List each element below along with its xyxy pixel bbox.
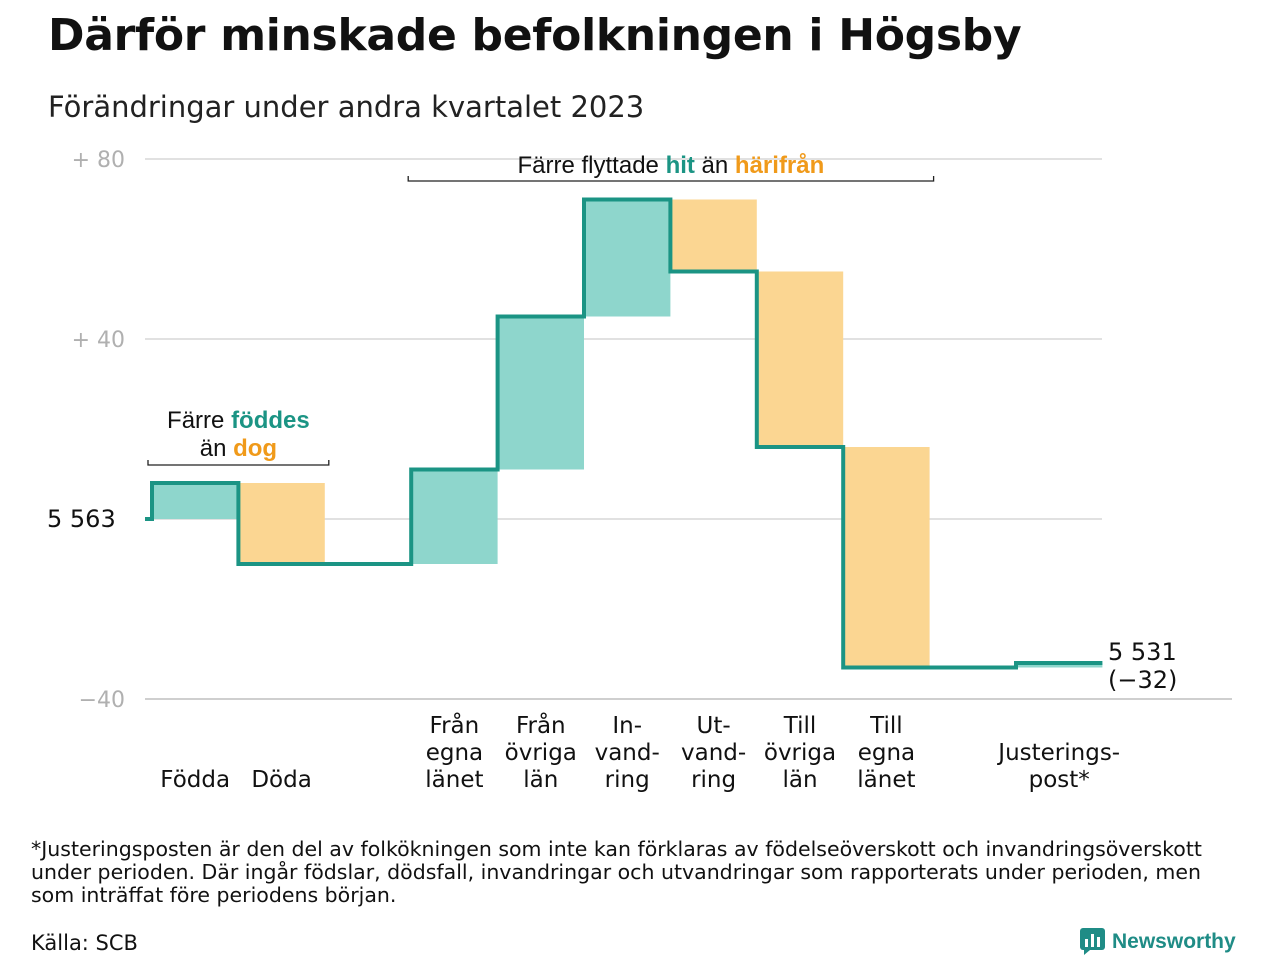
category-label: egna	[858, 740, 915, 766]
category-label: Justerings-	[996, 740, 1120, 766]
category-label: egna	[426, 740, 483, 766]
y-tick-label: + 80	[72, 148, 125, 173]
bar-decrease	[843, 447, 930, 668]
category-label: ring	[691, 767, 736, 793]
bar-decrease	[670, 199, 757, 272]
category-label: Till	[783, 713, 817, 739]
category-label: övriga	[505, 740, 577, 766]
end-change-label: (−32)	[1108, 666, 1177, 694]
bar-chart-icon	[1080, 928, 1105, 955]
annotation-segment: Färre	[167, 407, 231, 434]
category-label: Från	[430, 711, 480, 739]
start-value-label: 5 563	[47, 505, 116, 533]
bar-decrease	[756, 271, 844, 447]
bar-increase	[584, 199, 671, 317]
source-note: Källa: SCB	[31, 931, 138, 955]
page-title: Därför minskade befolkningen i Högsby	[48, 10, 1022, 61]
footnote: *Justeringsposten är den del av folkökni…	[31, 837, 1202, 907]
annotation-segment: än	[200, 435, 233, 462]
annotation-segment: än	[695, 152, 735, 179]
cumulative-step-line	[145, 197, 1103, 670]
annotation-segment: dog	[233, 435, 277, 462]
page-subtitle: Förändringar under andra kvartalet 2023	[48, 90, 645, 124]
bar-increase	[152, 483, 239, 519]
category-label: vand-	[681, 740, 746, 766]
category-label: ring	[605, 767, 650, 793]
end-value-label: 5 531	[1108, 638, 1177, 666]
category-label: post*	[1029, 767, 1090, 793]
annotation-bracket	[147, 460, 330, 466]
annotation-segment: föddes	[231, 407, 310, 434]
annotation-text: Färre flyttade hit än härifrån	[518, 152, 825, 179]
bar-increase	[497, 316, 584, 470]
y-tick-label: −40	[79, 688, 125, 713]
category-label: länet	[425, 767, 483, 793]
category-label: övriga	[764, 740, 836, 766]
category-label: Från	[516, 711, 566, 739]
category-label: Födda	[160, 767, 230, 793]
bar-increase	[411, 469, 498, 564]
annotation-segment: Färre flyttade	[518, 152, 666, 179]
annotation-segment: härifrån	[735, 152, 824, 179]
bar-decrease	[238, 483, 325, 564]
category-label: länet	[857, 767, 915, 793]
category-label: län	[523, 767, 558, 793]
category-label: län	[782, 767, 817, 793]
category-label: vand-	[595, 740, 660, 766]
category-label: Till	[869, 713, 903, 739]
annotation-segment: hit	[666, 152, 695, 179]
category-label: Ut-	[697, 713, 731, 739]
y-tick-label: + 40	[72, 328, 125, 353]
brand-name: Newsworthy	[1112, 929, 1236, 953]
brand-logo: Newsworthy	[1080, 928, 1236, 955]
annotation-text: än dog	[200, 435, 277, 462]
annotation-bracket	[407, 176, 935, 182]
category-label: In-	[612, 713, 642, 739]
bar-increase	[1016, 663, 1103, 668]
category-label: Döda	[251, 767, 311, 793]
annotation-text: Färre föddes	[167, 407, 310, 434]
